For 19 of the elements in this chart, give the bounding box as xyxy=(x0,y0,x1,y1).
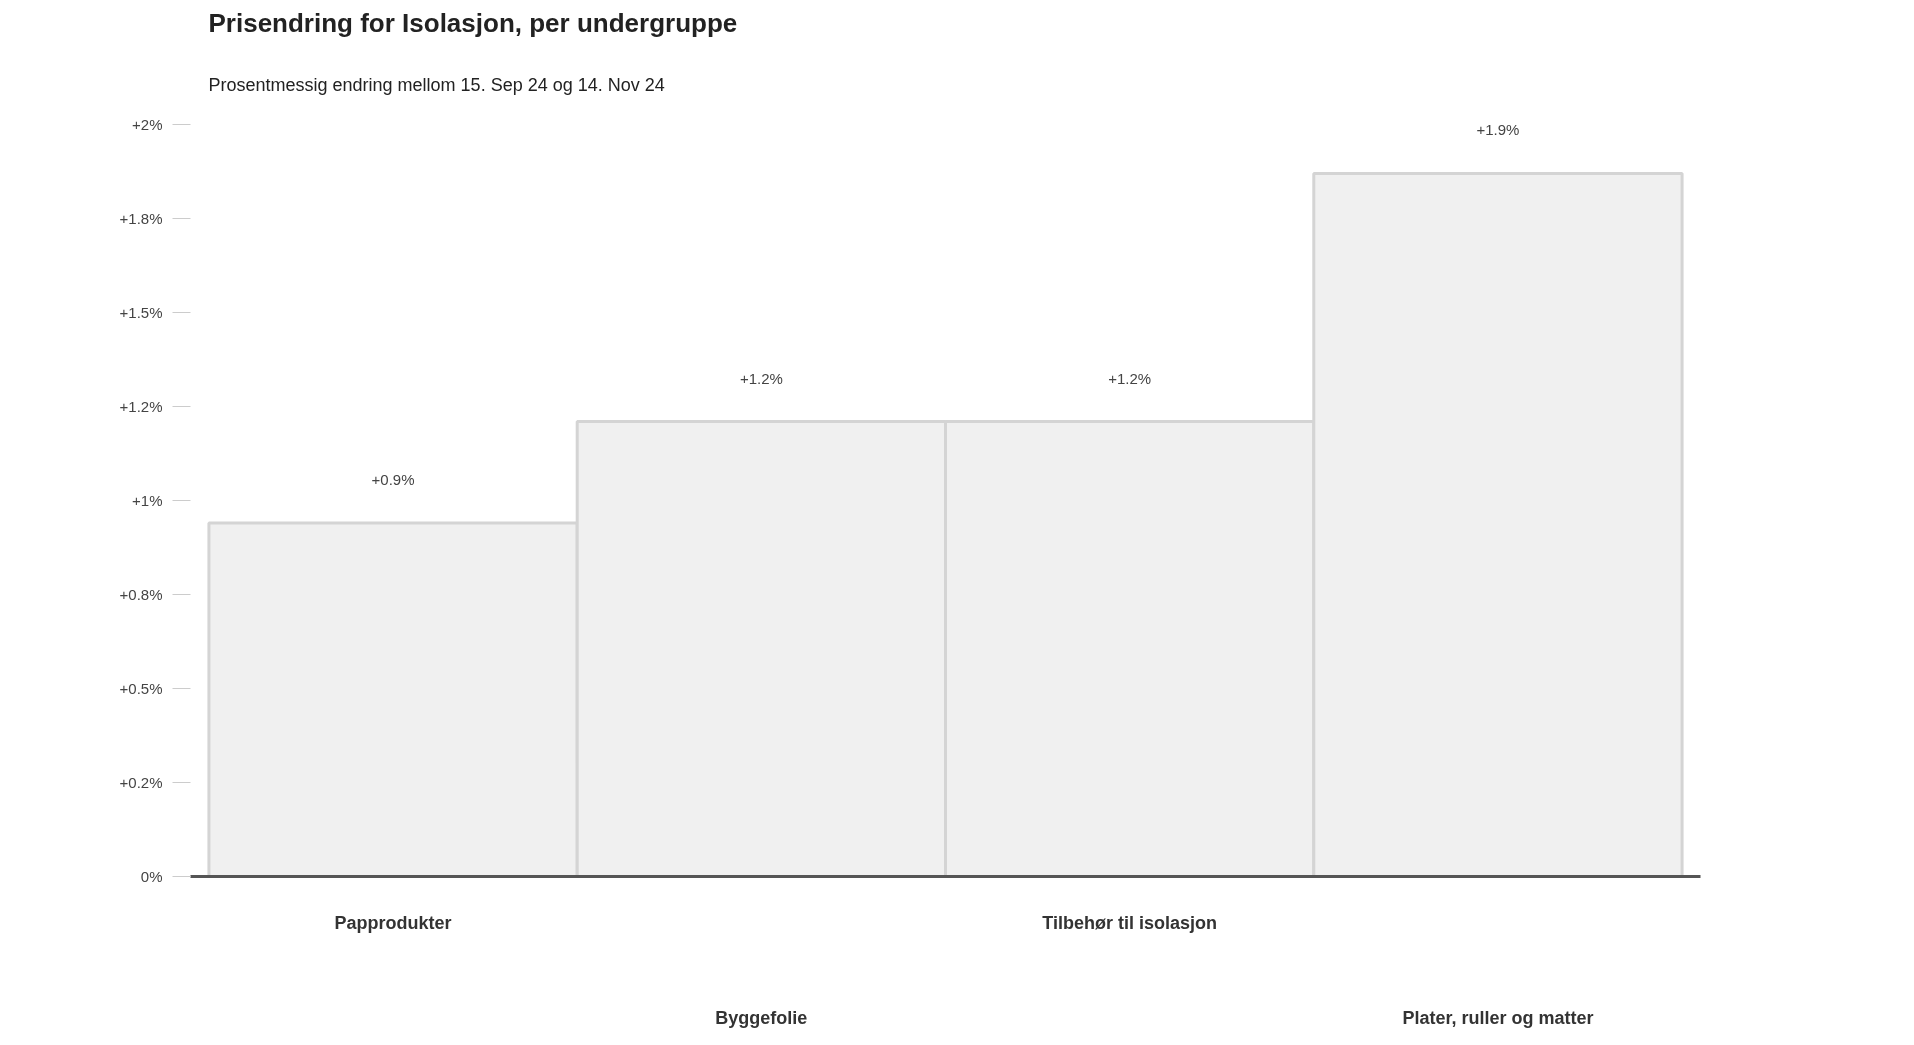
x-tick-label: Plater, ruller og matter xyxy=(1402,1007,1594,1028)
x-tick-label: Tilbehør til isolasjon xyxy=(1042,912,1217,933)
chart-title: Prisendring for Isolasjon, per undergruppe xyxy=(208,7,738,38)
chart-subtitle: Prosentmessig endring mellom 15. Sep 24 og 14. Nov 24 xyxy=(208,74,665,95)
data-label: +0.9% xyxy=(371,471,415,489)
y-tick-label: +1% xyxy=(132,492,163,509)
y-tick-label: +1.5% xyxy=(119,304,163,321)
y-tick-label: +1.2% xyxy=(119,398,163,415)
y-tick-label: +2% xyxy=(132,116,163,133)
x-tick-label: Papprodukter xyxy=(334,912,452,933)
data-label: +1.2% xyxy=(1108,369,1152,387)
data-label: +1.2% xyxy=(739,369,783,387)
y-tick-label: +0.8% xyxy=(119,586,163,603)
y-tick-label: +0.2% xyxy=(119,774,163,791)
x-tick-label: Byggefolie xyxy=(715,1007,808,1028)
y-tick-label: +0.5% xyxy=(119,680,163,697)
y-tick-label: 0% xyxy=(140,868,163,885)
y-tick-label: +1.8% xyxy=(119,210,163,227)
data-label: +1.9% xyxy=(1476,121,1520,139)
